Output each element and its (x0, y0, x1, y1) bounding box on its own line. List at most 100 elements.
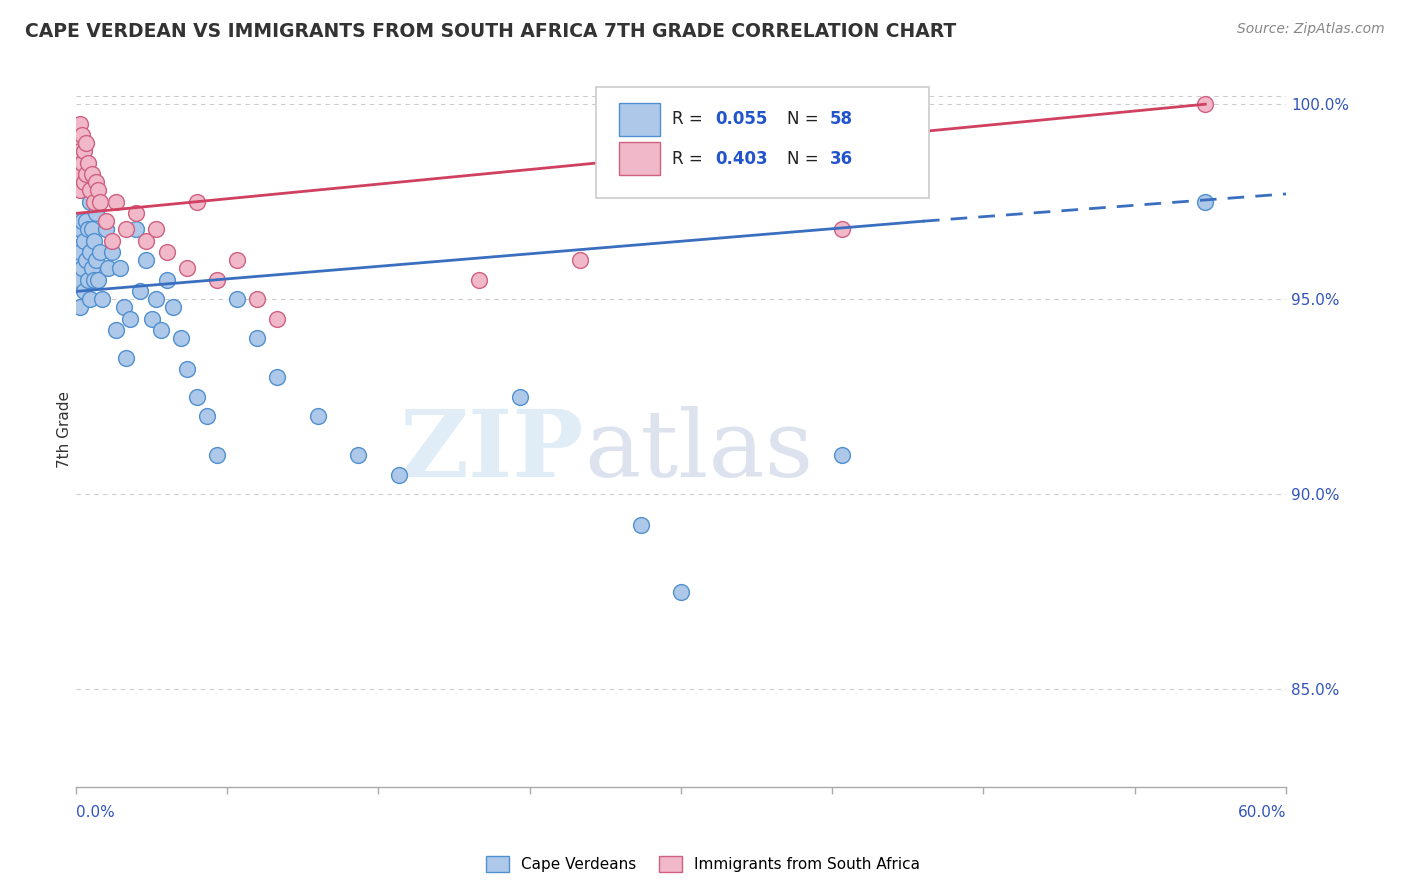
Point (101, 234, 124, 248)
Point (79, 292, 101, 306)
Point (176, 362, 198, 376)
Point (186, 390, 208, 404)
Point (831, 448, 853, 462)
Point (69, 245, 91, 260)
Point (87, 183, 110, 197)
Point (387, 467, 409, 482)
Point (266, 311, 288, 326)
Point (91, 292, 114, 306)
FancyBboxPatch shape (596, 87, 929, 198)
Text: N =: N = (787, 150, 824, 168)
Point (162, 300, 184, 314)
Point (66, 136, 89, 151)
Point (83, 194, 105, 209)
Point (84, 175, 107, 189)
Point (205, 448, 228, 462)
Point (347, 448, 370, 462)
Text: 0.403: 0.403 (714, 150, 768, 168)
Point (70, 260, 93, 275)
Point (509, 390, 531, 404)
Text: CAPE VERDEAN VS IMMIGRANTS FROM SOUTH AFRICA 7TH GRADE CORRELATION CHART: CAPE VERDEAN VS IMMIGRANTS FROM SOUTH AF… (25, 22, 956, 41)
Text: R =: R = (672, 150, 709, 168)
Text: atlas: atlas (583, 407, 813, 496)
Point (170, 331, 193, 345)
Point (105, 194, 128, 209)
Text: R =: R = (672, 111, 709, 128)
Point (80, 222, 103, 236)
Point (73, 285, 96, 299)
Point (135, 253, 157, 268)
Point (120, 311, 142, 326)
Text: 58: 58 (830, 111, 852, 128)
Point (195, 409, 218, 424)
Point (83, 273, 105, 287)
Point (84, 206, 107, 220)
Point (129, 285, 152, 299)
Point (145, 292, 167, 306)
FancyBboxPatch shape (619, 142, 661, 176)
Point (70, 183, 93, 197)
Point (141, 311, 163, 326)
Point (1194, 97, 1216, 112)
Text: 0.055: 0.055 (714, 111, 768, 128)
Point (1194, 194, 1216, 209)
Point (266, 370, 288, 384)
Point (94, 214, 117, 228)
Y-axis label: 7th Grade: 7th Grade (58, 392, 72, 468)
Point (205, 273, 228, 287)
Point (66, 168, 89, 182)
Point (97, 260, 120, 275)
Point (87, 273, 110, 287)
Point (155, 245, 177, 260)
Point (115, 351, 138, 365)
Point (69, 144, 91, 158)
Point (73, 144, 96, 158)
Point (108, 260, 131, 275)
Point (75, 136, 97, 151)
Point (69, 117, 91, 131)
Point (80, 168, 103, 182)
Text: ZIP: ZIP (399, 407, 583, 496)
Point (115, 222, 138, 236)
Point (80, 260, 103, 275)
Point (468, 273, 491, 287)
Point (226, 292, 249, 306)
Text: 60.0%: 60.0% (1237, 805, 1286, 820)
Point (77, 155, 100, 169)
Point (125, 222, 148, 236)
Text: 0.0%: 0.0% (76, 805, 114, 820)
Point (79, 183, 101, 197)
Point (75, 168, 97, 182)
Point (94, 222, 117, 236)
Point (246, 292, 269, 306)
Legend: Cape Verdeans, Immigrants from South Africa: Cape Verdeans, Immigrants from South Afr… (478, 848, 928, 880)
Point (630, 518, 652, 533)
Point (149, 323, 172, 337)
FancyBboxPatch shape (619, 103, 661, 136)
Point (89, 245, 111, 260)
Point (70, 128, 93, 143)
Point (831, 222, 853, 236)
Point (186, 194, 208, 209)
Point (73, 234, 96, 248)
Point (66, 253, 89, 268)
Point (69, 222, 91, 236)
Point (75, 253, 97, 268)
Point (176, 260, 198, 275)
Point (77, 273, 100, 287)
Point (69, 183, 91, 197)
Text: Source: ZipAtlas.com: Source: ZipAtlas.com (1237, 22, 1385, 37)
Point (79, 194, 101, 209)
Point (246, 331, 269, 345)
Point (105, 323, 128, 337)
Text: 36: 36 (830, 150, 853, 168)
Point (89, 194, 111, 209)
Point (70, 155, 93, 169)
Point (101, 245, 124, 260)
Point (112, 300, 135, 314)
Point (226, 253, 249, 268)
Point (669, 584, 692, 599)
Point (69, 300, 91, 314)
Point (145, 222, 167, 236)
Text: N =: N = (787, 111, 824, 128)
